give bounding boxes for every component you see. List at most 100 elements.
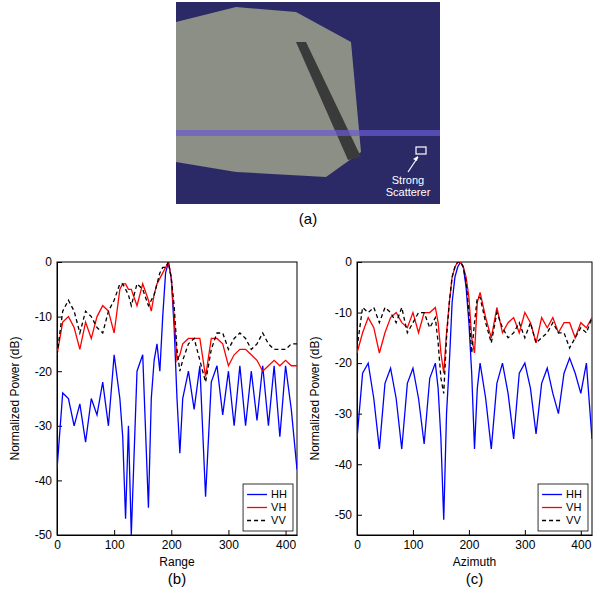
- y-tick: -40: [335, 458, 362, 472]
- chart: 0 100 200 300 400 -50 -40 -30 -20 -10 0: [335, 255, 593, 551]
- y-tick-mark: [357, 363, 362, 364]
- x-tick-label: 300: [515, 538, 535, 552]
- y-tick-label: -20: [35, 365, 53, 379]
- annotation-arrow: [408, 157, 418, 172]
- series-line: [57, 262, 297, 535]
- legend-box: [243, 484, 293, 531]
- x-tick-label: 400: [276, 538, 296, 552]
- y-tick-label: -40: [335, 458, 353, 472]
- y-axis: -50 -40 -30 -20 -10 0: [35, 255, 62, 542]
- legend-label: HH: [271, 488, 287, 500]
- legend-box: [538, 484, 588, 531]
- plot-frame: [357, 262, 592, 535]
- y-tick: -50: [35, 528, 62, 542]
- x-tick-mark: [228, 530, 229, 535]
- y-tick-mark: [57, 426, 62, 427]
- y-tick: -20: [35, 365, 62, 379]
- x-tick-label: 400: [571, 538, 591, 552]
- legend: HHVHVV: [538, 484, 588, 531]
- x-tick-mark: [413, 530, 414, 535]
- y-tick-label: -40: [35, 474, 53, 488]
- x-tick-mark: [171, 530, 172, 535]
- x-tick-label: 0: [354, 538, 361, 552]
- x-axis-title: Azimuth: [453, 555, 496, 569]
- scatterer-box: [416, 147, 426, 154]
- y-tick-label: -50: [35, 528, 53, 542]
- x-tick-mark: [114, 530, 115, 535]
- legend-swatch: [247, 507, 267, 508]
- figure: StrongScatterer(a)0100200300400-50-40-30…: [0, 0, 604, 590]
- y-tick-mark: [357, 262, 362, 263]
- y-tick: -50: [335, 508, 362, 522]
- y-tick-mark: [57, 371, 62, 372]
- x-tick: 100: [105, 530, 125, 552]
- x-tick: 400: [571, 530, 591, 552]
- y-axis: -50 -40 -30 -20 -10 0: [335, 255, 362, 535]
- legend-swatch: [247, 494, 267, 495]
- x-tick: 100: [403, 530, 423, 552]
- legend-label: VV: [566, 514, 581, 526]
- legend: HHVHVV: [243, 484, 293, 531]
- x-axis: 0 100 200 300 400: [54, 530, 297, 552]
- series-lines: [57, 262, 297, 535]
- series-lines: [357, 262, 592, 520]
- y-tick-mark: [57, 480, 62, 481]
- y-tick-mark: [57, 262, 62, 263]
- y-tick-label: 0: [345, 255, 352, 269]
- y-tick-mark: [357, 464, 362, 465]
- y-tick-label: -10: [35, 310, 53, 324]
- panel-label: (a): [299, 210, 317, 227]
- series-line: [357, 262, 592, 520]
- series-line: [57, 262, 297, 377]
- x-tick-label: 200: [162, 538, 182, 552]
- panel-label: (b): [168, 570, 186, 587]
- image-streak: [176, 130, 440, 136]
- y-tick: -10: [35, 310, 62, 324]
- y-tick: 0: [45, 255, 62, 269]
- x-axis: 0 100 200 300 400: [354, 530, 592, 552]
- chart: 0 100 200 300 400 -50 -40 -30 -20 -10 0: [35, 255, 298, 551]
- x-tick-mark: [525, 530, 526, 535]
- x-tick-label: 300: [219, 538, 239, 552]
- image-panel: [176, 2, 440, 204]
- legend-label: VV: [271, 514, 286, 526]
- y-tick-label: -30: [335, 407, 353, 421]
- x-tick-label: 200: [459, 538, 479, 552]
- y-tick-mark: [57, 535, 62, 536]
- y-tick-label: -10: [335, 306, 353, 320]
- legend-label: VH: [271, 501, 286, 513]
- x-tick: 200: [162, 530, 182, 552]
- legend-swatch: [542, 520, 562, 521]
- y-tick-label: 0: [45, 255, 52, 269]
- y-axis-line: [357, 263, 358, 536]
- x-tick: 200: [459, 530, 479, 552]
- legend-swatch: [542, 494, 562, 495]
- x-axis-line: [58, 535, 298, 536]
- y-tick: -30: [35, 419, 62, 433]
- x-tick: 300: [219, 530, 239, 552]
- y-tick-mark: [357, 515, 362, 516]
- x-tick-label: 100: [403, 538, 423, 552]
- y-tick: -20: [335, 356, 362, 370]
- y-tick: -30: [335, 407, 362, 421]
- series-line: [57, 262, 297, 382]
- x-tick-label: 0: [54, 538, 61, 552]
- image-background: [176, 2, 440, 204]
- y-axis-line: [57, 263, 58, 536]
- plot-frame: [57, 262, 297, 535]
- series-line: [357, 262, 592, 393]
- legend-swatch: [247, 520, 267, 521]
- x-tick: 300: [515, 530, 535, 552]
- y-tick-label: -20: [335, 356, 353, 370]
- x-tick-label: 100: [105, 538, 125, 552]
- legend-label: HH: [566, 488, 582, 500]
- panel-label: (c): [466, 570, 484, 587]
- y-tick: -40: [35, 474, 62, 488]
- x-tick: 400: [276, 530, 296, 552]
- legend-label: VH: [566, 501, 581, 513]
- annotation-arrowhead: [413, 156, 418, 161]
- y-tick-label: -50: [335, 508, 353, 522]
- y-axis-title: Normalized Power (dB): [308, 336, 322, 460]
- y-tick-label: -30: [35, 419, 53, 433]
- y-axis-title: Normalized Power (dB): [8, 336, 22, 460]
